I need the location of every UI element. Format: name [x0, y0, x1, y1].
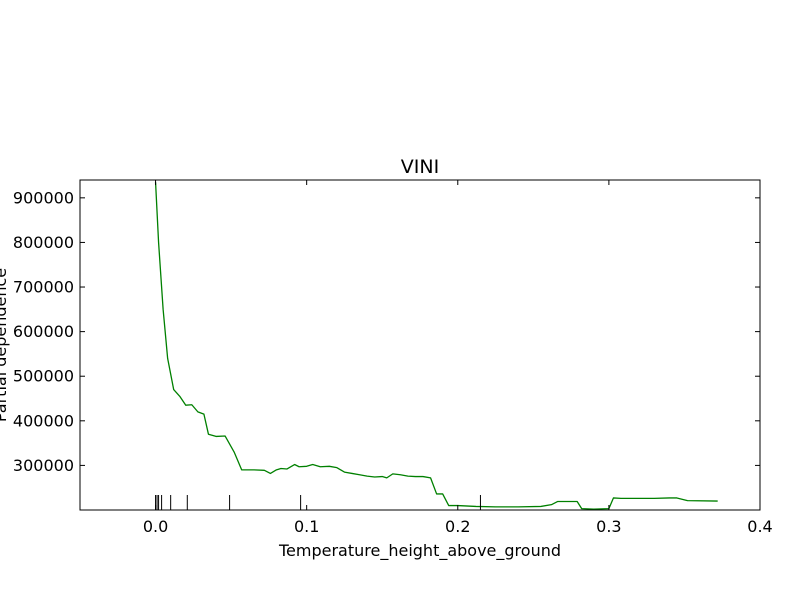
x-tick-label: 0.2: [445, 517, 470, 536]
x-axis-label: Temperature_height_above_ground: [278, 541, 561, 561]
plot-frame: [79, 179, 761, 511]
y-tick-label: 300000: [13, 456, 74, 475]
x-axis: 0.0 0.1 0.2 0.3 0.4: [143, 180, 773, 536]
y-tick-label: 600000: [13, 322, 74, 341]
y-axis-label: Partial dependence: [0, 268, 10, 422]
y-tick-label: 400000: [13, 411, 74, 430]
y-tick-label: 800000: [13, 233, 74, 252]
x-tick-label: 0.4: [747, 517, 772, 536]
series-line-0: [154, 182, 718, 510]
x-tick-label: 0.1: [294, 517, 319, 536]
y-tick-label: 700000: [13, 278, 74, 297]
y-tick-label: 900000: [13, 188, 74, 207]
y-tick-label: 500000: [13, 367, 74, 386]
x-tick-label: 0.0: [143, 517, 168, 536]
rug-marks: [155, 495, 481, 510]
chart-title: VINI: [401, 156, 439, 178]
y-axis: 300000 400000 500000 600000 700000 800000 9000…: [13, 188, 760, 475]
plot-area: [154, 182, 718, 510]
x-tick-label: 0.3: [596, 517, 621, 536]
